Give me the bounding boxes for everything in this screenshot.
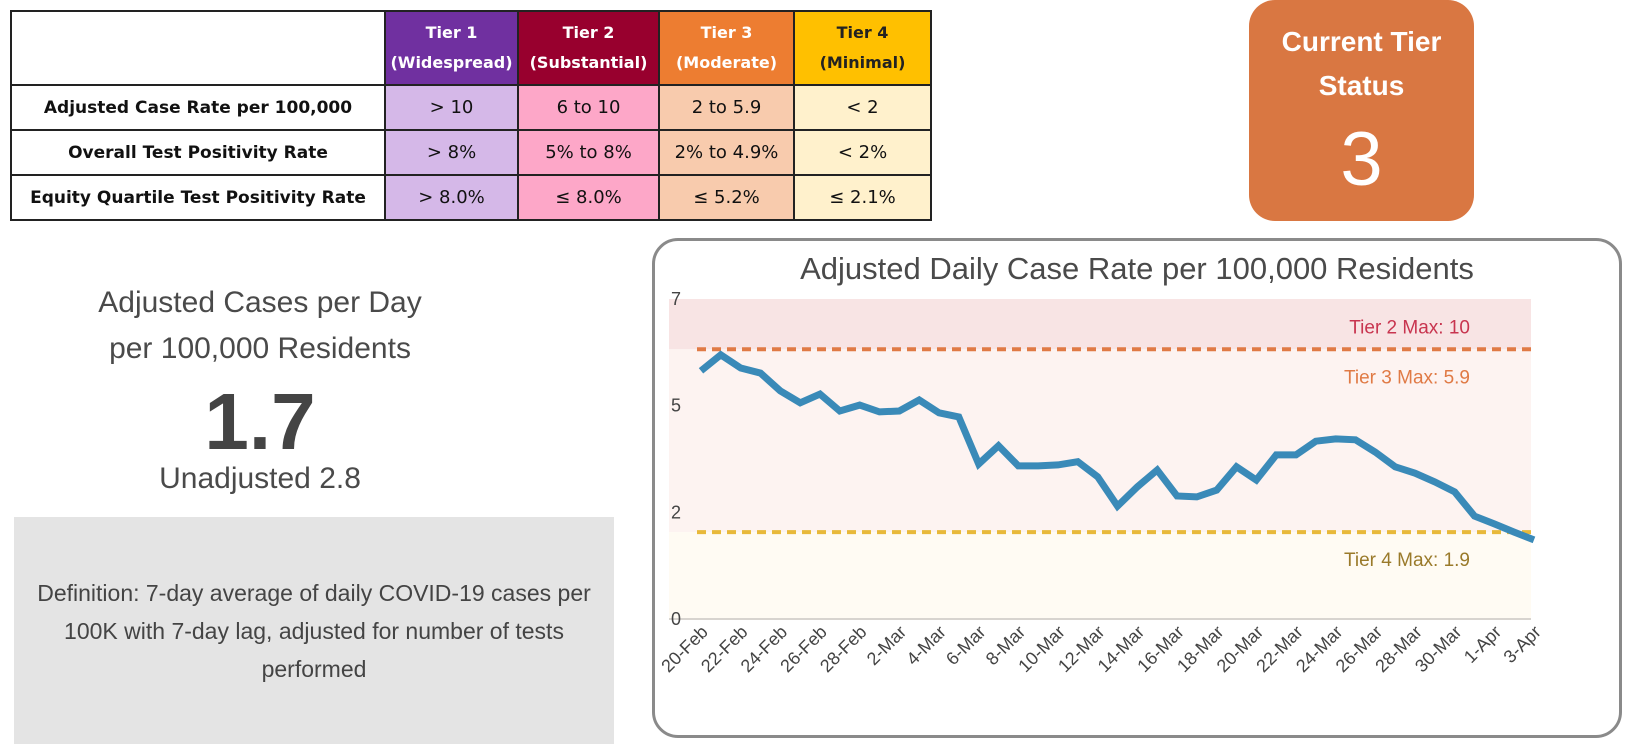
tier-3-desc: (Moderate) bbox=[675, 53, 778, 72]
reference-line-label: Tier 3 Max: 5.9 bbox=[1344, 367, 1470, 388]
table-row: Overall Test Positivity Rate > 8% 5% to … bbox=[10, 129, 932, 176]
kpi-value: 1.7 bbox=[204, 377, 316, 466]
y-tick-label: 2 bbox=[671, 502, 681, 522]
tier-2-name: Tier 2 bbox=[562, 23, 615, 42]
table-row: Equity Quartile Test Positivity Rate > 8… bbox=[10, 174, 932, 221]
tier-1-header: Tier 1 (Widespread) bbox=[384, 10, 519, 86]
x-tick-label: 3-Apr bbox=[1500, 622, 1545, 667]
tier-3-name: Tier 3 bbox=[700, 23, 753, 42]
tier-band bbox=[669, 532, 1531, 619]
case-rate-kpi: Adjusted Cases per Day per 100,000 Resid… bbox=[60, 280, 460, 496]
tier-criteria-table: Tier 1 (Widespread) Tier 2 (Substantial) T… bbox=[10, 10, 932, 221]
row-label: Overall Test Positivity Rate bbox=[10, 129, 386, 176]
line-chart: 7 5 2 0 Tier 2 Max: 10 Tier 3 Max: 5.9 Tier 4 … bbox=[657, 289, 1545, 676]
current-tier-value: 3 bbox=[1340, 117, 1383, 202]
definition-text: Definition: 7-day average of daily COVID… bbox=[37, 579, 591, 682]
tier-band bbox=[669, 349, 1531, 533]
kpi-title-line1: Adjusted Cases per Day bbox=[98, 286, 422, 319]
table-cell: < 2 bbox=[793, 84, 932, 131]
x-tick-label: 2-Mar bbox=[863, 622, 910, 669]
tier-2-header: Tier 2 (Substantial) bbox=[517, 10, 660, 86]
table-cell: < 2% bbox=[793, 129, 932, 176]
table-cell: > 10 bbox=[384, 84, 519, 131]
reference-line-label: Tier 2 Max: 10 bbox=[1349, 317, 1470, 338]
x-tick-label: 6-Mar bbox=[942, 622, 989, 669]
tier-band bbox=[669, 299, 1531, 350]
tier-4-header: Tier 4 (Minimal) bbox=[793, 10, 932, 86]
tier-1-name: Tier 1 bbox=[425, 23, 478, 42]
table-cell: 5% to 8% bbox=[517, 129, 660, 176]
table-cell: ≤ 5.2% bbox=[658, 174, 795, 221]
series-line bbox=[698, 350, 1536, 544]
current-tier-label: Current Tier Status bbox=[1281, 26, 1442, 101]
chart-card: Adjusted Daily Case Rate per 100,000 Res… bbox=[652, 238, 1622, 738]
tier-1-desc: (Widespread) bbox=[390, 53, 513, 72]
y-tick-label: 0 bbox=[671, 609, 681, 629]
tier-4-name: Tier 4 bbox=[836, 23, 889, 42]
x-tick-label: 1-Apr bbox=[1460, 622, 1505, 667]
table-cell: ≤ 2.1% bbox=[793, 174, 932, 221]
tier-2-desc: (Substantial) bbox=[529, 53, 648, 72]
reference-line-label: Tier 4 Max: 1.9 bbox=[1344, 550, 1470, 571]
tier-table-corner bbox=[10, 10, 386, 86]
x-tick-label: 4-Mar bbox=[902, 622, 949, 669]
table-cell: 6 to 10 bbox=[517, 84, 660, 131]
tier-table-header-row: Tier 1 (Widespread) Tier 2 (Substantial) T… bbox=[10, 10, 932, 86]
table-cell: > 8% bbox=[384, 129, 519, 176]
row-label: Adjusted Case Rate per 100,000 bbox=[10, 84, 386, 131]
table-cell: > 8.0% bbox=[384, 174, 519, 221]
table-cell: 2 to 5.9 bbox=[658, 84, 795, 131]
kpi-title-line2: per 100,000 Residents bbox=[109, 332, 411, 365]
tier-4-desc: (Minimal) bbox=[819, 53, 906, 72]
y-tick-label: 5 bbox=[671, 396, 681, 416]
definition-box: Definition: 7-day average of daily COVID… bbox=[14, 517, 614, 744]
kpi-unadjusted: Unadjusted 2.8 bbox=[159, 462, 361, 495]
tier-3-header: Tier 3 (Moderate) bbox=[658, 10, 795, 86]
current-tier-card: Current Tier Status 3 bbox=[1249, 0, 1474, 221]
chart-title: Adjusted Daily Case Rate per 100,000 Res… bbox=[800, 251, 1474, 286]
row-label: Equity Quartile Test Positivity Rate bbox=[10, 174, 386, 221]
y-tick-label: 7 bbox=[671, 289, 681, 309]
table-cell: ≤ 8.0% bbox=[517, 174, 660, 221]
table-cell: 2% to 4.9% bbox=[658, 129, 795, 176]
table-row: Adjusted Case Rate per 100,000 > 10 6 to… bbox=[10, 84, 932, 131]
